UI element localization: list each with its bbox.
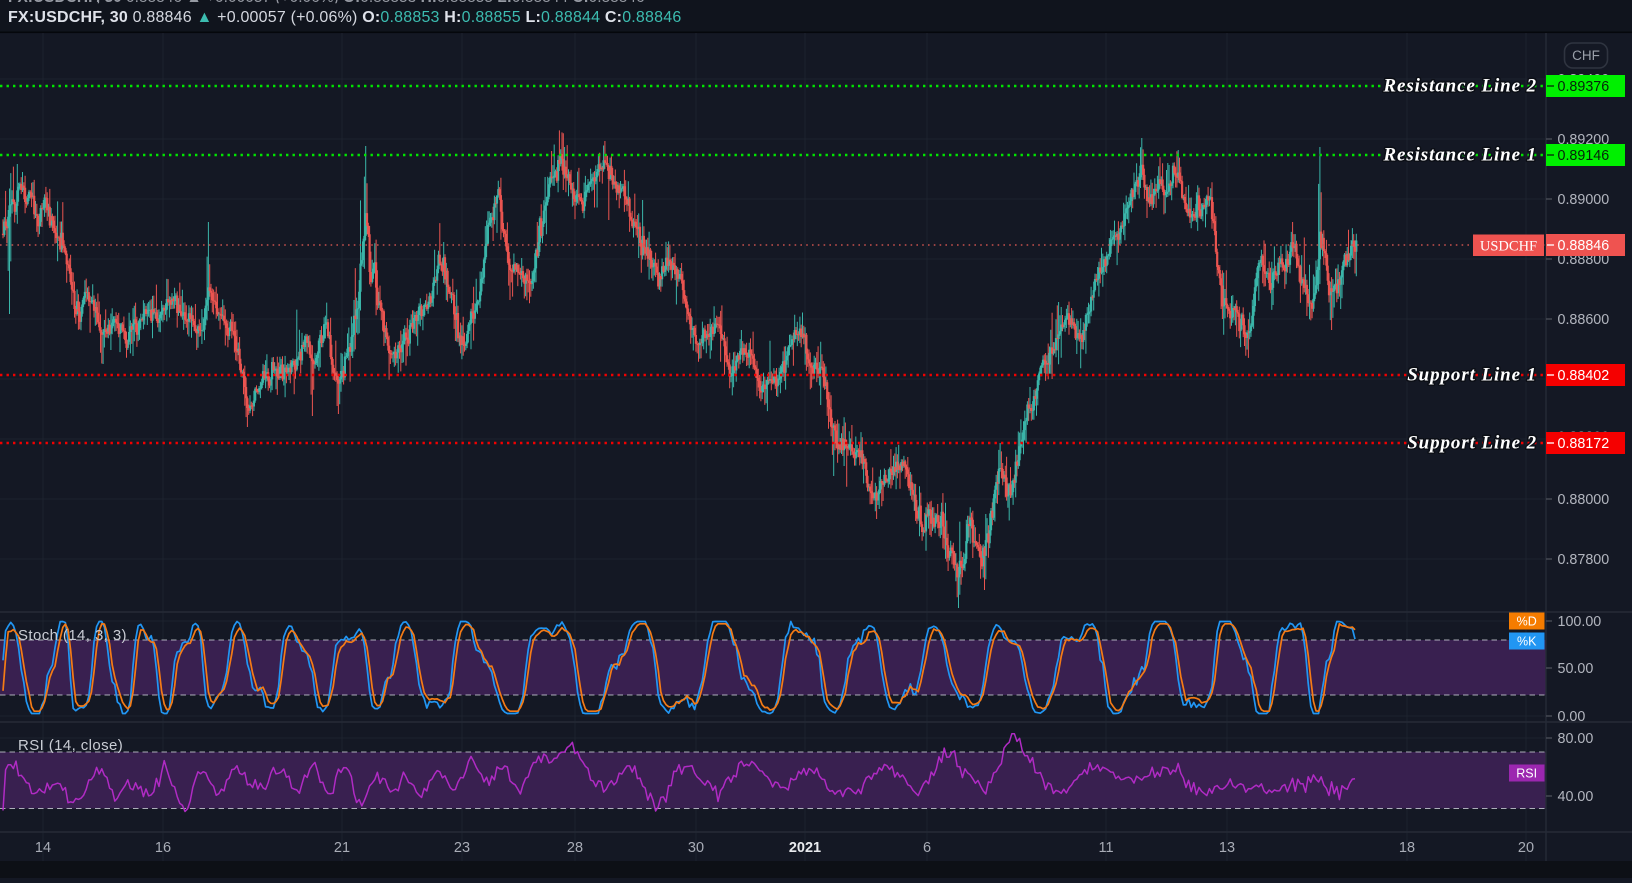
svg-text:RSI: RSI (1516, 767, 1537, 781)
svg-text:100.00: 100.00 (1558, 614, 1602, 630)
svg-text:0.89146: 0.89146 (1558, 148, 1610, 164)
svg-text:6: 6 (923, 840, 931, 856)
svg-text:Resistance Line 2: Resistance Line 2 (1382, 76, 1537, 97)
svg-text:Support Line 2: Support Line 2 (1407, 433, 1537, 454)
svg-text:%K: %K (1517, 635, 1537, 649)
svg-text:23: 23 (454, 840, 470, 856)
svg-text:USDCHF: USDCHF (1480, 239, 1537, 255)
svg-text:0.00: 0.00 (1558, 709, 1586, 725)
svg-text:0.88402: 0.88402 (1558, 368, 1610, 384)
svg-text:0.88172: 0.88172 (1558, 436, 1610, 452)
svg-text:Support Line 1: Support Line 1 (1407, 365, 1537, 386)
svg-text:RSI (14, close): RSI (14, close) (18, 737, 123, 754)
svg-text:21: 21 (334, 840, 350, 856)
svg-text:2021: 2021 (789, 840, 821, 856)
svg-text:0.88600: 0.88600 (1558, 312, 1610, 328)
svg-text:14: 14 (35, 840, 51, 856)
svg-text:CHF: CHF (1572, 48, 1600, 63)
svg-text:Stoch (14, 3, 3): Stoch (14, 3, 3) (18, 627, 127, 644)
svg-text:FX:USDCHF, 30 0.88846 ▲ +0.000: FX:USDCHF, 30 0.88846 ▲ +0.00057 (+0.06%… (8, 9, 681, 26)
svg-text:0.89376: 0.89376 (1558, 79, 1610, 95)
svg-text:0.88846: 0.88846 (1558, 238, 1610, 254)
svg-text:40.00: 40.00 (1558, 789, 1594, 805)
svg-text:11: 11 (1098, 840, 1113, 856)
svg-text:0.89000: 0.89000 (1558, 192, 1610, 208)
svg-text:16: 16 (155, 840, 171, 856)
svg-text:FX:USDCHF, 30 0.88846 ▲ +0.000: FX:USDCHF, 30 0.88846 ▲ +0.00057 (+0.06%… (8, 0, 645, 6)
svg-text:28: 28 (567, 840, 583, 856)
svg-text:20: 20 (1518, 840, 1534, 856)
svg-text:0.87800: 0.87800 (1558, 552, 1610, 568)
svg-text:Resistance Line 1: Resistance Line 1 (1382, 145, 1537, 166)
svg-text:30: 30 (688, 840, 704, 856)
svg-text:13: 13 (1219, 840, 1235, 856)
svg-text:%D: %D (1517, 615, 1537, 629)
svg-text:0.88000: 0.88000 (1558, 492, 1610, 508)
svg-text:18: 18 (1399, 840, 1415, 856)
svg-text:50.00: 50.00 (1558, 661, 1594, 677)
svg-text:80.00: 80.00 (1558, 731, 1594, 747)
